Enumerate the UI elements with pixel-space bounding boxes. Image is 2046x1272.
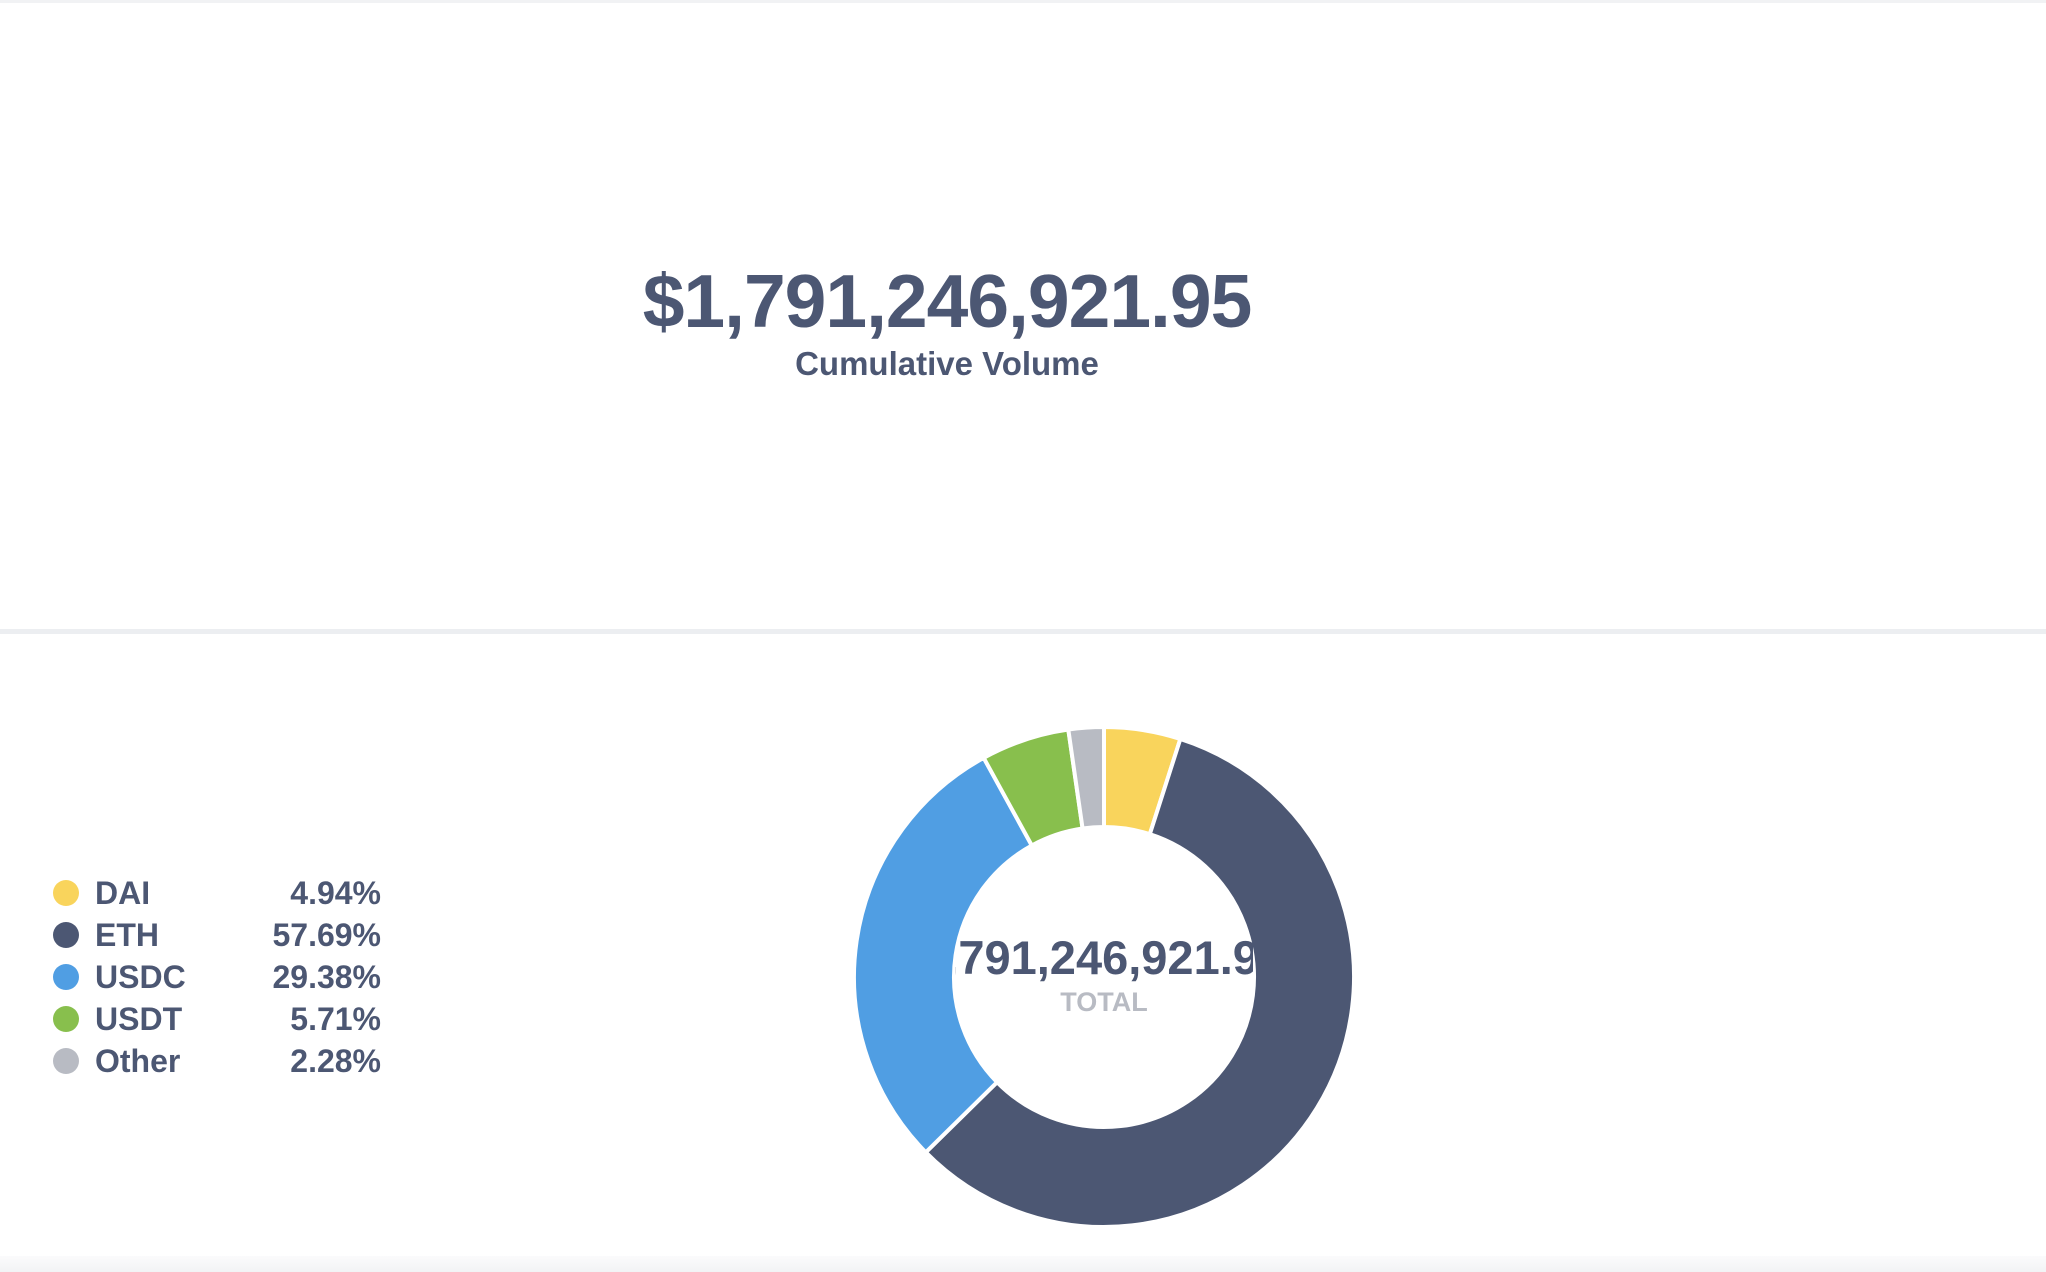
legend-item[interactable]: Other 2.28% <box>51 1040 381 1082</box>
legend-label: DAI <box>95 875 151 911</box>
donut-slice-other[interactable] <box>1066 724 1106 831</box>
card-divider <box>0 629 2046 634</box>
legend-dot <box>53 964 79 990</box>
bottom-edge <box>0 1256 2046 1272</box>
legend-percent: 5.71% <box>290 1001 381 1037</box>
legend-label: ETH <box>95 917 159 953</box>
legend-item[interactable]: USDT 5.71% <box>51 998 381 1040</box>
cumulative-volume-title[interactable]: Cumulative Volume <box>795 345 1099 382</box>
scalar-card[interactable]: $1,791,246,921.95 Cumulative Volume <box>0 3 2046 629</box>
legend-dot <box>53 1006 79 1032</box>
legend-dot <box>53 1048 79 1074</box>
legend-item[interactable]: USDC 29.38% <box>51 956 381 998</box>
legend-label: USDT <box>95 1001 183 1037</box>
cumulative-volume-value: $1,791,246,921.95 <box>642 259 1253 343</box>
donut-slice-eth[interactable] <box>922 736 1356 1229</box>
donut-center-value: $1,791,246,921.95 <box>955 931 1253 984</box>
legend-label: USDC <box>95 959 186 995</box>
legend-percent: 57.69% <box>272 917 381 953</box>
legend-item[interactable]: ETH 57.69% <box>51 914 381 956</box>
top-border <box>0 0 2046 3</box>
donut-center-value-clip: $1,791,246,921.95 <box>955 930 1253 1020</box>
legend-percent: 2.28% <box>290 1043 381 1079</box>
legend-label: Other <box>95 1043 181 1079</box>
donut-center-label: TOTAL <box>1060 987 1148 1017</box>
donut-slice-usdc[interactable] <box>852 755 1035 1156</box>
legend-item[interactable]: DAI 4.94% <box>51 872 381 914</box>
legend-percent: 29.38% <box>272 959 381 995</box>
legend-dot <box>53 922 79 948</box>
legend-dot <box>53 880 79 906</box>
legend-percent: 4.94% <box>290 875 381 911</box>
chart-legend: DAI 4.94% ETH 57.69% USDC 29.38% USDT 5.… <box>51 872 381 1082</box>
